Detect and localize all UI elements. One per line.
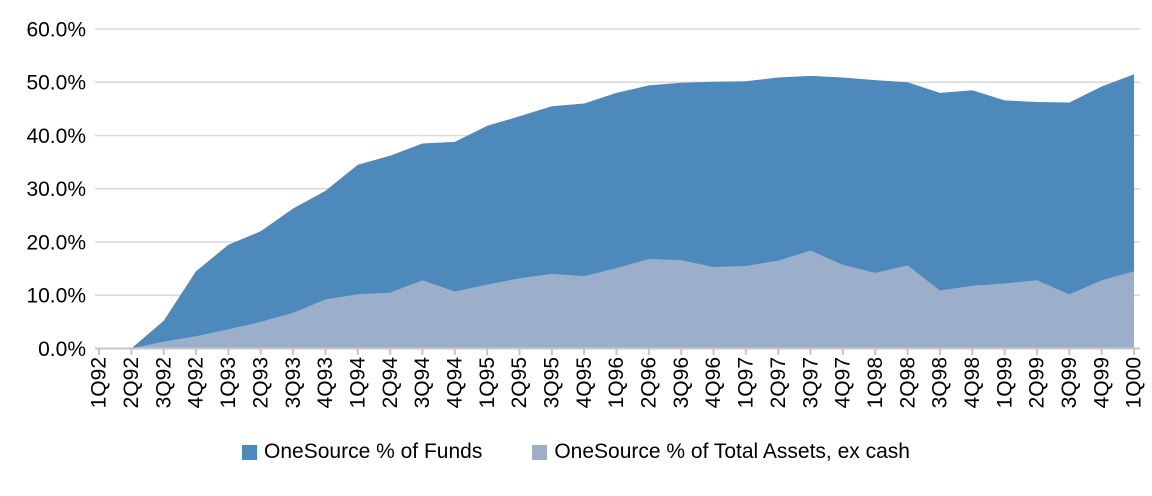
- x-axis-tick-label: 4Q99: [1090, 357, 1113, 408]
- x-axis-tick-label: 4Q92: [185, 357, 208, 408]
- x-axis-tick-label: 3Q99: [1058, 357, 1081, 408]
- x-axis-tick-label: 4Q97: [832, 357, 855, 408]
- y-axis-tick-label: 20.0%: [26, 231, 86, 254]
- y-axis-tick-label: 0.0%: [38, 338, 86, 361]
- x-axis-tick-label: 1Q00: [1123, 357, 1146, 408]
- legend-label-funds: OneSource % of Funds: [264, 440, 483, 463]
- legend-label-total-assets: OneSource % of Total Assets, ex cash: [554, 440, 910, 463]
- x-axis: [95, 347, 1140, 355]
- x-axis-tick-label: 1Q97: [735, 357, 758, 408]
- legend-swatch-total-assets-icon: [532, 444, 548, 460]
- x-axis-tick-label: 3Q92: [152, 357, 175, 408]
- y-axis-tick-label: 10.0%: [26, 285, 86, 308]
- x-axis-labels: 1Q92 2Q92 3Q92 4Q92 1Q93 2Q93 3Q93 4Q93 1Q94 2Q94…: [88, 357, 1146, 409]
- x-axis-tick-label: 4Q96: [702, 357, 725, 408]
- x-axis-tick-label: 2Q96: [638, 357, 661, 408]
- x-axis-tick-label: 2Q97: [767, 357, 790, 408]
- x-axis-tick-label: 1Q98: [864, 357, 887, 408]
- chart-legend: OneSource % of Funds OneSource % of Tota…: [0, 440, 1152, 464]
- area-series: [99, 74, 1134, 349]
- x-axis-tick-label: 4Q93: [314, 357, 337, 408]
- x-axis-tick-label: 4Q98: [961, 357, 984, 408]
- x-axis-tick-label: 4Q94: [444, 357, 467, 409]
- x-axis-tick-label: 1Q93: [217, 357, 240, 408]
- x-axis-tick-label: 2Q95: [508, 357, 531, 408]
- area-series-total-assets: [99, 250, 1134, 349]
- x-axis-tick-label: 3Q93: [282, 357, 305, 408]
- legend-item-total-assets: OneSource % of Total Assets, ex cash: [532, 440, 910, 464]
- x-axis-tick-label: 2Q92: [120, 357, 143, 408]
- x-axis-tick-label: 2Q99: [1026, 357, 1049, 408]
- y-axis-tick-label: 30.0%: [26, 178, 86, 201]
- x-axis-tick-label: 3Q98: [929, 357, 952, 408]
- legend-swatch-funds-icon: [242, 444, 258, 460]
- y-axis-tick-label: 60.0%: [26, 18, 86, 41]
- chart-plot-area: 0.0% 10.0% 20.0% 30.0% 40.0% 50.0% 60.0% 1Q92 2Q…: [26, 18, 1146, 409]
- x-axis-tick-label: 1Q99: [993, 357, 1016, 408]
- x-axis-tick-label: 1Q94: [347, 357, 370, 409]
- x-axis-tick-label: 2Q93: [249, 357, 272, 408]
- y-axis-tick-label: 50.0%: [26, 72, 86, 95]
- x-axis-tick-label: 1Q96: [605, 357, 628, 408]
- legend-item-funds: OneSource % of Funds: [242, 440, 482, 464]
- y-axis-labels: 0.0% 10.0% 20.0% 30.0% 40.0% 50.0% 60.0%: [26, 18, 86, 361]
- x-axis-tick-label: 3Q94: [411, 357, 434, 409]
- x-axis-tick-label: 2Q98: [896, 357, 919, 408]
- x-axis-tick-label: 3Q97: [799, 357, 822, 408]
- x-axis-tick-label: 2Q94: [379, 357, 402, 409]
- y-axis-tick-label: 40.0%: [26, 125, 86, 148]
- x-axis-tick-label: 4Q95: [573, 357, 596, 408]
- x-axis-tick-label: 3Q96: [670, 357, 693, 408]
- x-axis-tick-label: 1Q95: [476, 357, 499, 408]
- x-axis-tick-label: 3Q95: [541, 357, 564, 408]
- x-axis-tick-label: 1Q92: [88, 357, 111, 408]
